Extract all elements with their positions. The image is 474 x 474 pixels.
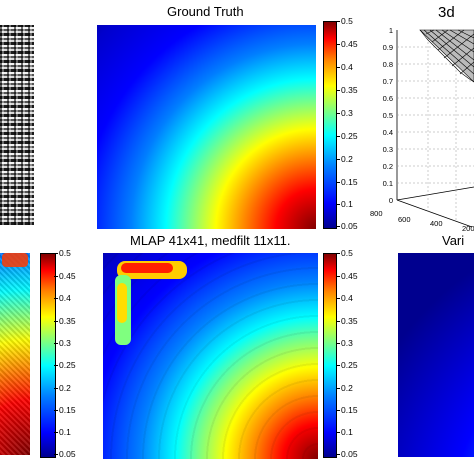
- bl-tick-9: 0.05: [54, 449, 76, 459]
- z-tick-2: 0.8: [383, 60, 393, 69]
- ground-truth-title: Ground Truth: [167, 4, 244, 19]
- bottom-left-colorbar: [40, 253, 56, 458]
- plot3d-back-axis: [396, 186, 474, 201]
- mlap-image: [103, 253, 318, 459]
- plot3d: 1 0.9 0.8 0.7 0.6 0.5 0.4 0.3 0.2 0.1 0 …: [370, 26, 474, 232]
- mlap-tick-5: 0.25: [336, 360, 358, 370]
- bottom-right-image: [398, 253, 474, 457]
- mlap-tick-6: 0.2: [336, 383, 353, 393]
- ground-truth-image: [97, 25, 316, 229]
- z-tick-1: 0.9: [383, 43, 393, 52]
- mlap-colorbar: [323, 253, 337, 458]
- gt-tick-6: 0.2: [336, 154, 353, 164]
- bl-tick-4: 0.3: [54, 338, 71, 348]
- x-tick-0: 800: [370, 209, 383, 218]
- mlap-tick-4: 0.3: [336, 338, 353, 348]
- mlap-title: MLAP 41x41, medfilt 11x11.: [130, 233, 291, 248]
- bl-tick-8: 0.1: [54, 427, 71, 437]
- z-tick-3: 0.7: [383, 77, 393, 86]
- x-tick-3: 200: [462, 224, 474, 232]
- mlap-tick-8: 0.1: [336, 427, 353, 437]
- bl-tick-7: 0.15: [54, 405, 76, 415]
- ground-truth-colorbar: [323, 21, 337, 229]
- gt-tick-8: 0.1: [336, 199, 353, 209]
- bl-tick-1: 0.45: [54, 271, 76, 281]
- gt-tick-9: 0.05: [336, 221, 358, 231]
- mlap-tick-3: 0.35: [336, 316, 358, 326]
- bottom-left-noise: [0, 253, 30, 455]
- x-tick-1: 600: [398, 215, 411, 224]
- z-tick-7: 0.3: [383, 145, 393, 154]
- z-tick-4: 0.6: [383, 94, 393, 103]
- mlap-tick-2: 0.4: [336, 293, 353, 303]
- mlap-tick-0: 0.5: [336, 248, 353, 258]
- z-tick-8: 0.2: [383, 162, 393, 171]
- bottom-right-title: Vari: [442, 233, 465, 248]
- z-tick-0: 1: [389, 26, 393, 35]
- gt-tick-5: 0.25: [336, 131, 358, 141]
- mlap-contour-bands: [103, 253, 318, 459]
- bl-tick-0: 0.5: [54, 248, 71, 258]
- bl-tick-5: 0.25: [54, 360, 76, 370]
- texture-image-panel: [0, 25, 34, 225]
- gt-tick-7: 0.15: [336, 177, 358, 187]
- gt-tick-0: 0.5: [336, 16, 353, 26]
- plot3d-mesh: [419, 29, 474, 83]
- bl-tick-2: 0.4: [54, 293, 71, 303]
- plot3d-x-ticks: 800 600 400 200: [370, 209, 474, 232]
- bl-tick-3: 0.35: [54, 316, 76, 326]
- mlap-tick-7: 0.15: [336, 405, 358, 415]
- plot3d-title: 3d: [438, 4, 455, 21]
- x-tick-2: 400: [430, 219, 443, 228]
- gt-tick-3: 0.35: [336, 85, 358, 95]
- gt-tick-2: 0.4: [336, 62, 353, 72]
- bottom-left-image: [0, 253, 30, 455]
- mlap-artifact-left-yellow: [117, 283, 127, 323]
- mlap-tick-9: 0.05: [336, 449, 358, 459]
- z-tick-6: 0.4: [383, 128, 393, 137]
- mlap-artifact-top-red: [121, 263, 173, 273]
- bottom-left-hotspot: [2, 253, 28, 267]
- z-tick-10: 0: [389, 196, 393, 205]
- gt-tick-1: 0.45: [336, 39, 358, 49]
- plot3d-z-ticks: 1 0.9 0.8 0.7 0.6 0.5 0.4 0.3 0.2 0.1 0: [383, 26, 393, 205]
- texture-overlay: [0, 25, 34, 225]
- z-tick-9: 0.1: [383, 179, 393, 188]
- z-tick-5: 0.5: [383, 111, 393, 120]
- mlap-tick-1: 0.45: [336, 271, 358, 281]
- plot3d-x-axis: [396, 199, 473, 228]
- gt-tick-4: 0.3: [336, 108, 353, 118]
- bl-tick-6: 0.2: [54, 383, 71, 393]
